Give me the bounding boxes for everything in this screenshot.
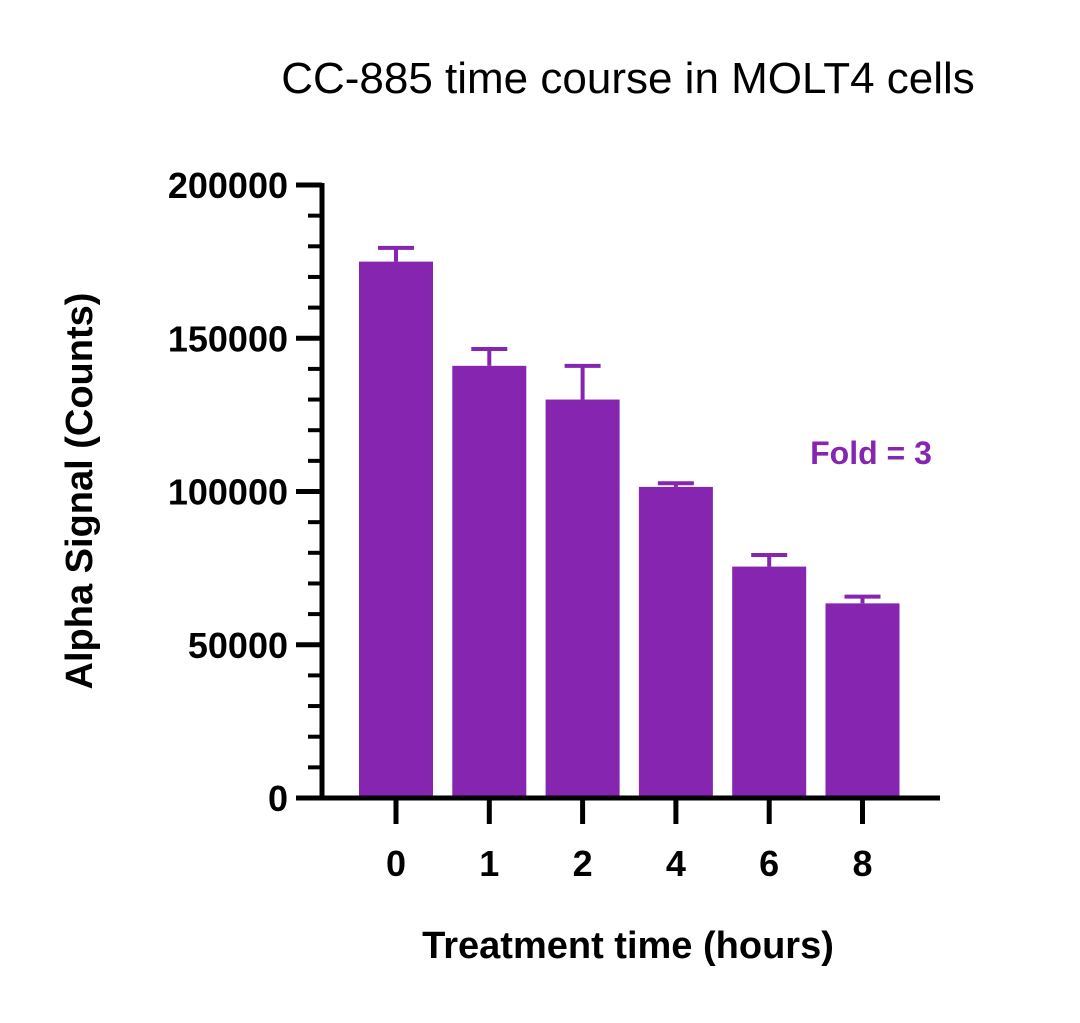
x-axis-label: Treatment time (hours) xyxy=(422,925,834,967)
y-tick-label: 50000 xyxy=(188,625,288,666)
bar-0 xyxy=(359,261,433,798)
fold-annotation: Fold = 3 xyxy=(810,435,932,471)
x-tick-label: 2 xyxy=(573,843,593,884)
y-ticks-layer: 0 50000 100000 150000 200000 xyxy=(168,165,322,819)
chart-title: CC-885 time course in MOLT4 cells xyxy=(281,54,975,103)
bar-4 xyxy=(638,486,713,798)
bar-2 xyxy=(545,399,620,798)
bar-6 xyxy=(732,566,807,798)
bar-8 xyxy=(825,603,900,798)
x-tick-label: 0 xyxy=(386,843,406,884)
y-tick-label: 100000 xyxy=(168,472,288,513)
y-tick-label: 200000 xyxy=(168,165,288,206)
bars-layer xyxy=(359,261,900,798)
y-tick-label: 0 xyxy=(268,778,288,819)
bar-1 xyxy=(452,365,527,798)
x-tick-label: 8 xyxy=(852,843,872,884)
x-tick-label: 6 xyxy=(759,843,779,884)
error-bars-layer xyxy=(378,245,881,604)
x-tick-label: 1 xyxy=(479,843,499,884)
x-tick-label: 4 xyxy=(666,843,686,884)
x-ticks-layer: 0 1 2 4 6 8 xyxy=(386,798,873,884)
y-tick-label: 150000 xyxy=(168,318,288,359)
y-axis-label: Alpha Signal (Counts) xyxy=(59,293,101,690)
